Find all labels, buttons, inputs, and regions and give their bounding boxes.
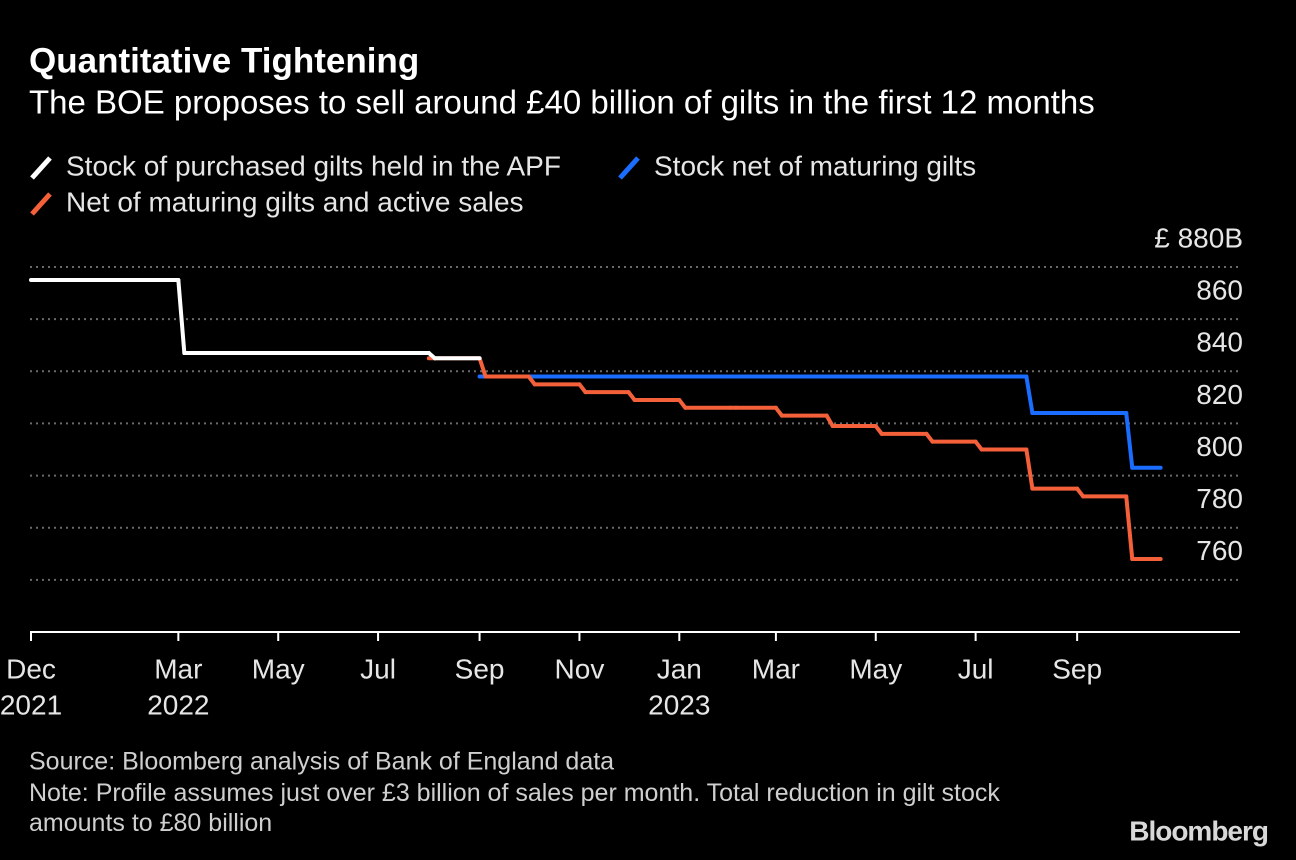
x-tick-label: May [849, 653, 902, 684]
legend-swatch [618, 156, 640, 180]
x-tick-label: Mar [154, 653, 202, 684]
legend-swatch [30, 192, 52, 216]
step-riser [1024, 374, 1035, 415]
legend-swatch [30, 156, 52, 180]
chart-title: Quantitative Tightening [29, 41, 419, 80]
y-tick-label: 840 [1196, 327, 1243, 358]
chart-subtitle: The BOE proposes to sell around £40 bill… [29, 84, 1095, 121]
note: Note: Profile assumes just over £3 billi… [29, 779, 1000, 837]
x-tick-label: May [252, 653, 305, 684]
x-tick-label: Jul [958, 653, 994, 684]
step-riser [824, 413, 835, 429]
step-riser [1124, 411, 1135, 470]
x-tick-label: Nov [555, 653, 605, 684]
x-tick-year: 2022 [147, 689, 209, 720]
step-riser [1124, 494, 1135, 561]
y-tick-label: £ 880B [1154, 222, 1243, 253]
x-tick-label: Jul [360, 653, 396, 684]
source: Source: Bloomberg analysis of Bank of En… [29, 748, 614, 776]
y-tick-label: 800 [1196, 431, 1243, 462]
x-tick-label: Sep [1052, 653, 1102, 684]
x-tick-year: 2021 [0, 689, 62, 720]
x-tick-label: Mar [752, 653, 800, 684]
y-tick-label: 860 [1196, 275, 1243, 306]
legend-label: Stock net of maturing gilts [654, 150, 976, 181]
x-tick-label: Sep [455, 653, 505, 684]
y-tick-label: 820 [1196, 379, 1243, 410]
x-tick-label: Dec [6, 653, 56, 684]
x-tick-year: 2023 [648, 689, 710, 720]
y-tick-label: 760 [1196, 535, 1243, 566]
step-riser [176, 278, 187, 356]
legend-label: Net of maturing gilts and active sales [66, 186, 524, 217]
step-riser [477, 356, 488, 379]
y-tick-label: 780 [1196, 483, 1243, 514]
step-riser [1024, 447, 1035, 491]
x-tick-label: Jan [657, 653, 702, 684]
legend-label: Stock of purchased gilts held in the APF [66, 150, 561, 181]
brand: Bloomberg [1129, 815, 1268, 846]
